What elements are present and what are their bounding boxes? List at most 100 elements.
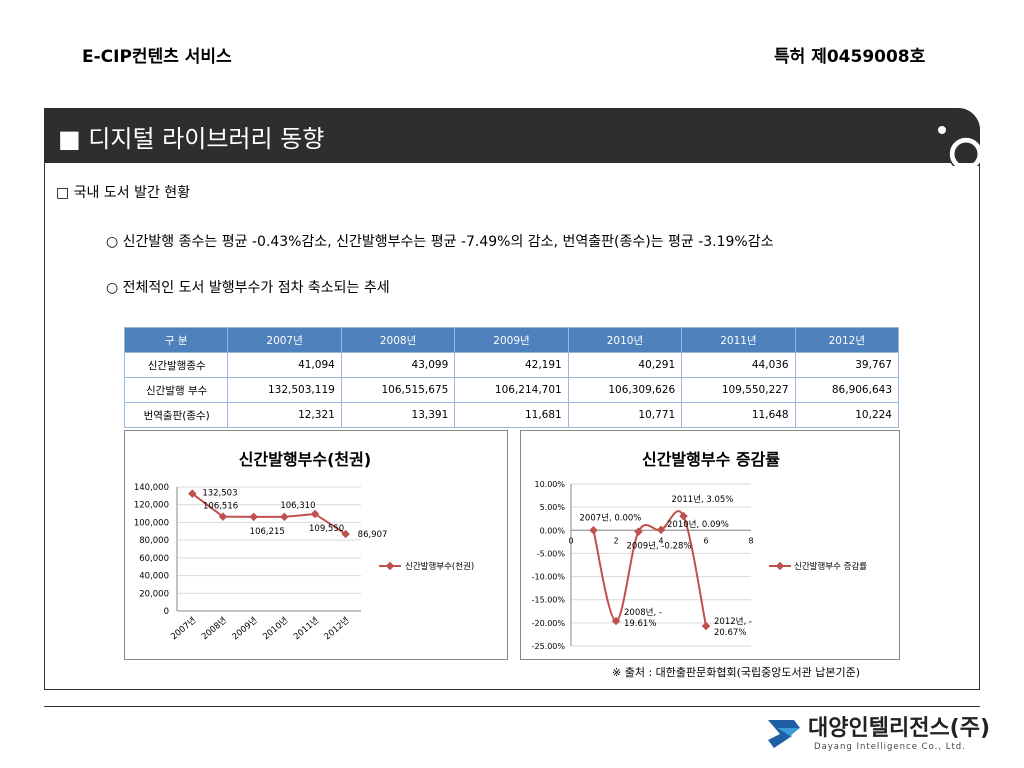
data-label: 2011년, 3.05% — [672, 494, 734, 505]
section-heading: □ 국내 도서 발간 현황 — [56, 185, 191, 201]
data-label: 19.61% — [624, 619, 656, 629]
table-cell: 12,321 — [227, 402, 342, 428]
data-label: 106,215 — [250, 527, 285, 537]
data-label: 109,550 — [309, 524, 344, 534]
x-tick-label: 2 — [613, 536, 618, 545]
y-tick-label: 10.00% — [534, 480, 565, 489]
table-cell: 번역출판(종수) — [123, 402, 229, 428]
data-point — [341, 529, 350, 539]
x-tick-label: 4 — [658, 536, 663, 545]
y-tick-label: 20,000 — [139, 589, 169, 599]
y-tick-label: 120,000 — [134, 501, 169, 511]
table-header-row: 구 분 2007년 2008년 2009년 2010년 2011년 2012년 — [123, 327, 900, 353]
table-cell: 11,681 — [454, 402, 569, 428]
series-line — [592, 510, 707, 627]
table-cell: 109,550,227 — [681, 377, 796, 403]
table-header-cell: 2011년 — [681, 327, 796, 353]
table-header-cell: 2012년 — [794, 327, 900, 353]
y-tick-label: 40,000 — [139, 572, 169, 582]
data-point — [249, 512, 258, 522]
publication-table: 구 분 2007년 2008년 2009년 2010년 2011년 2012년 … — [123, 327, 900, 428]
table-row: 번역출판(종수) 12,321 13,391 11,681 10,771 11,… — [123, 402, 900, 428]
bullet-text: ○ 신간발행 종수는 평균 -0.43%감소, 신간발행부수는 평균 -7.49… — [106, 234, 774, 250]
chart-title: 신간발행부수 증감률 — [642, 450, 780, 469]
growth-scatter-chart: 신간발행부수 증감률 10.00% 5.00% 0.00% -5.00% -10.00% -… — [532, 450, 868, 651]
x-tick-label: 2009년 — [230, 615, 260, 642]
volume-line-chart: 신간발행부수(천권) 0 20,000 40,000 60,000 80,000 100,0… — [134, 450, 474, 642]
y-tick-label: 100,000 — [134, 518, 169, 528]
table-cell: 106,515,675 — [340, 377, 456, 403]
table-cell: 신간발행종수 — [123, 352, 229, 378]
table-cell: 86,906,643 — [794, 377, 900, 403]
x-tick-label: 2008년 — [199, 615, 229, 642]
legend-marker — [775, 561, 785, 571]
table-cell: 106,309,626 — [567, 377, 683, 403]
y-tick-label: 0 — [164, 607, 169, 617]
series-line — [191, 492, 347, 535]
chart-box-volume: 신간발행부수(천권) 0 20,000 40,000 60,000 80,000 100,0… — [124, 430, 508, 660]
table-header-cell: 2007년 — [227, 327, 342, 353]
panel-title-bar — [44, 108, 980, 163]
bullet-text: ○ 전체적인 도서 발행부수가 점차 축소되는 추세 — [106, 280, 390, 296]
table-cell: 13,391 — [340, 402, 456, 428]
y-tick-label: -5.00% — [537, 549, 566, 558]
source-note: ※ 출처 : 대한출판문화협회(국립중앙도서관 납본기준) — [612, 666, 861, 679]
x-tick-label: 6 — [703, 536, 708, 545]
y-tick-label: -20.00% — [532, 619, 566, 628]
legend-label: 신간발행부수(천권) — [405, 561, 474, 572]
table-cell: 11,648 — [681, 402, 796, 428]
table-row: 신간발행종수 41,094 43,099 42,191 40,291 44,03… — [123, 352, 900, 378]
table-cell: 41,094 — [227, 352, 342, 378]
header-service-title: E-CIP컨텐츠 서비스 — [82, 47, 232, 67]
chart-title: 신간발행부수(천권) — [239, 450, 371, 469]
y-tick-label: 5.00% — [540, 503, 566, 512]
data-label: 2008년, - — [624, 607, 662, 618]
table-cell: 106,214,701 — [454, 377, 569, 403]
x-tick-label: 2012년 — [322, 615, 352, 642]
chart-box-growth: 신간발행부수 증감률 10.00% 5.00% 0.00% -5.00% -10.00% -… — [520, 430, 900, 660]
bottom-divider — [44, 706, 980, 707]
x-tick-label: 8 — [748, 536, 753, 545]
y-tick-label: -15.00% — [532, 596, 566, 605]
table-header-cell: 구 분 — [123, 327, 229, 353]
table-cell: 신간발행 부수 — [123, 377, 229, 403]
data-point — [589, 526, 598, 535]
data-point — [218, 512, 228, 521]
data-point — [701, 621, 711, 631]
y-tick-label: 80,000 — [139, 536, 169, 546]
panel-title: ■ 디지털 라이브러리 동향 — [58, 125, 325, 153]
table-header-cell: 2010년 — [567, 327, 683, 353]
header-patent-number: 특허 제0459008호 — [774, 47, 926, 67]
data-label: 2009년, -0.28% — [627, 541, 692, 552]
company-logo: 대양인텔리전스(주) Dayang Intelligence Co., Ltd. — [764, 710, 1014, 760]
x-tick-label: 0 — [568, 536, 573, 545]
data-point — [310, 509, 320, 519]
data-label: 2007년, 0.00% — [580, 512, 642, 523]
table-cell: 44,036 — [681, 352, 796, 378]
data-label: 20.67% — [714, 628, 746, 638]
table-cell: 10,224 — [794, 402, 900, 428]
data-label: 132,503 — [202, 489, 237, 499]
y-tick-label: -25.00% — [532, 642, 566, 651]
decoration-ring-icon — [938, 126, 980, 166]
data-label: 2010년, 0.09% — [667, 519, 729, 530]
logo-name-korean: 대양인텔리전스(주) — [808, 716, 991, 741]
table-cell: 43,099 — [340, 352, 456, 378]
table-cell: 39,767 — [794, 352, 900, 378]
table-row: 신간발행 부수 132,503,119 106,515,675 106,214,… — [123, 377, 900, 403]
logo-name-english: Dayang Intelligence Co., Ltd. — [814, 742, 966, 752]
data-point — [280, 512, 289, 522]
table-cell: 40,291 — [567, 352, 683, 378]
y-tick-label: 60,000 — [139, 554, 169, 564]
x-tick-label: 2007년 — [169, 615, 199, 642]
table-cell: 42,191 — [454, 352, 569, 378]
data-label: 106,310 — [280, 501, 315, 511]
data-label: 106,516 — [203, 502, 238, 512]
y-tick-label: -10.00% — [532, 573, 566, 582]
legend-label: 신간발행부수 증감률 — [794, 561, 867, 572]
table-header-cell: 2008년 — [340, 327, 456, 353]
logo-mark-icon — [768, 720, 800, 748]
legend-marker — [385, 561, 395, 571]
data-label: 2012년, - — [714, 616, 752, 627]
y-tick-label: 140,000 — [134, 483, 169, 493]
